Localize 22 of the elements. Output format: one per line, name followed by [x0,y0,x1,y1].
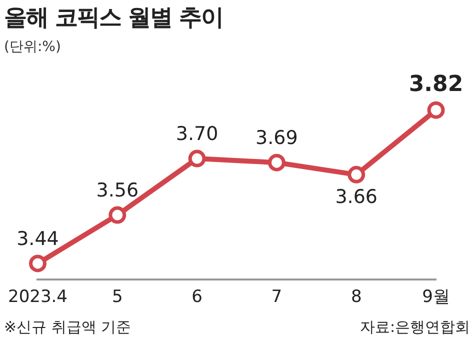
data-label: 3.56 [96,179,139,202]
point [188,150,206,168]
x-tick-label: 5 [112,287,123,308]
data-label: 3.44 [16,228,59,250]
data-label: 3.82 [408,72,464,97]
x-tick-label: 6 [192,287,202,308]
data-label: 3.66 [335,186,378,208]
x-tick-label: 7 [271,287,282,308]
x-tick-label: 8 [350,287,362,308]
chart-subtitle: (단위:%) [4,38,61,56]
x-tick-label: 2023.4 [8,287,68,308]
text: ※신규 취급액 기준 [4,318,132,337]
point [108,206,126,224]
text: 자료:은행연합회 [360,318,470,337]
point [268,154,286,172]
point [427,101,445,119]
point [28,254,46,272]
data-label: 3.70 [176,122,218,145]
point [348,166,366,184]
chart-title: 올해 코픽스 월별 추이 [4,4,224,33]
x-tick-label: 9월 [422,287,450,308]
data-label: 3.69 [256,127,298,150]
